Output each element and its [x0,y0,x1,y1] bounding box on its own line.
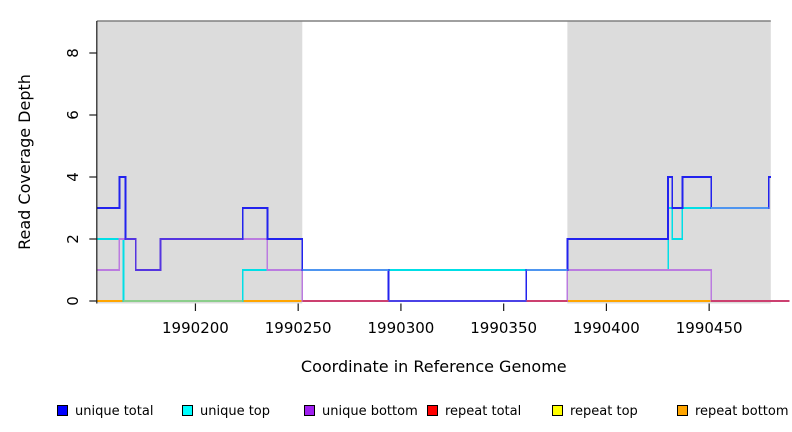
legend-item-unique-total: unique total [57,401,153,421]
y-tick-label: 2 [64,234,82,244]
x-tick-label: 1990250 [265,319,332,337]
y-tick-label: 0 [64,296,82,306]
repeat-total-swatch-icon [427,405,438,416]
x-tick-label: 1990350 [470,319,537,337]
legend-item-unique-bottom: unique bottom [304,401,418,421]
unique-bottom-swatch-icon [304,405,315,416]
x-tick-label: 1990300 [368,319,435,337]
legend-label: unique total [75,404,154,419]
legend-label: repeat bottom [695,404,789,419]
legend-label: repeat total [445,404,522,419]
shaded-region [567,21,771,304]
legend-item-repeat-top: repeat top [552,401,638,421]
legend-label: repeat top [570,404,638,419]
repeat-bottom-swatch-icon [677,405,688,416]
x-tick-label: 1990450 [676,319,743,337]
legend: unique total unique top unique bottom re… [0,401,792,425]
unique-total-swatch-icon [57,405,68,416]
repeat-top-swatch-icon [552,405,563,416]
shaded-region [96,21,303,304]
y-axis-title: Read Coverage Depth [15,74,34,250]
legend-item-unique-top: unique top [182,401,270,421]
x-tick-label: 1990200 [162,319,229,337]
blend-total-bottom [125,238,243,271]
y-tick-label: 4 [64,172,82,182]
y-tick-label: 8 [64,48,82,58]
legend-label: unique bottom [322,404,418,419]
unique-top-swatch-icon [182,405,193,416]
y-tick-label: 6 [64,110,82,120]
legend-item-repeat-total: repeat total [427,401,521,421]
legend-item-repeat-bottom: repeat bottom [677,401,789,421]
legend-label: unique top [200,404,271,419]
x-tick-label: 1990400 [573,319,640,337]
x-axis-title: Coordinate in Reference Genome [301,357,567,376]
